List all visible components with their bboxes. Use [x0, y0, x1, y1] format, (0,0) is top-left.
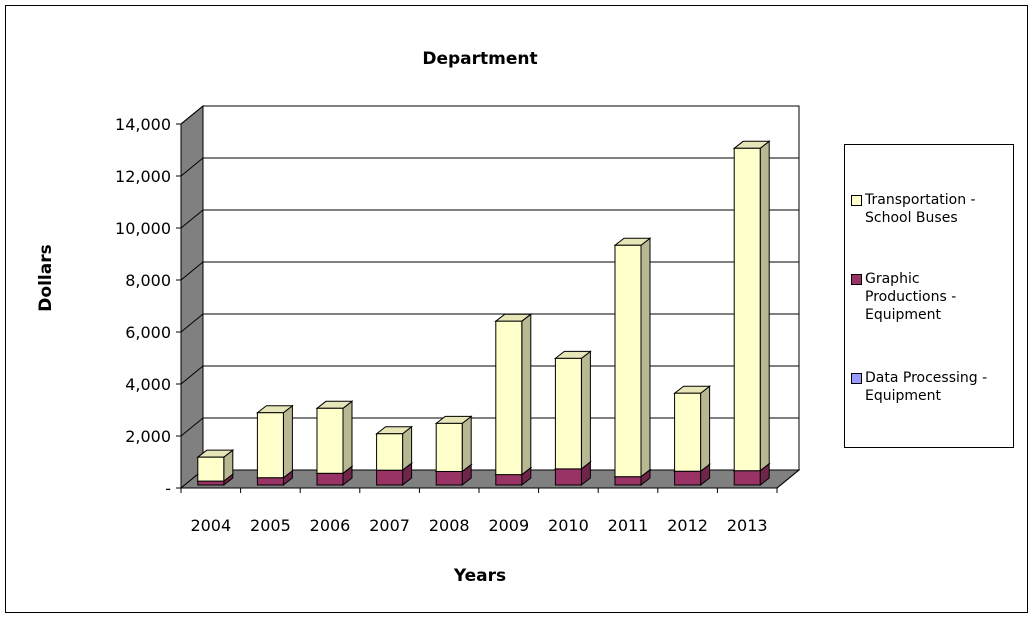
y-tick-label: 12,000	[115, 167, 171, 186]
legend-item-graphic: Graphic Productions - Equipment	[851, 270, 1000, 324]
legend-label-data-processing-2: Equipment	[865, 388, 941, 404]
legend-item-transportation: Transportation - School Buses	[851, 191, 1000, 227]
bar-side	[461, 415, 472, 473]
gridline-side	[180, 313, 204, 333]
legend-label-graphic-2: Productions -	[865, 289, 957, 305]
bar	[614, 476, 642, 486]
chart-title: Department	[422, 49, 537, 69]
chart-plot: - 2,000 4,000 6,000 8,000 10,000 12,000 14,000 2…	[36, 49, 801, 586]
bar	[376, 433, 404, 471]
y-tick-label: 8,000	[125, 271, 171, 290]
bar	[435, 422, 463, 472]
bar-side	[342, 400, 353, 475]
x-tick-label: 2013	[727, 516, 768, 535]
gridline-side	[180, 417, 204, 437]
bar	[376, 469, 404, 486]
bar-side	[640, 237, 651, 478]
bar	[197, 456, 225, 482]
y-tick-label: 4,000	[125, 375, 171, 394]
bar	[495, 320, 523, 476]
legend-label-transportation-2: School Buses	[865, 210, 958, 226]
x-tick-label: 2009	[488, 516, 529, 535]
bar	[316, 407, 344, 474]
x-tick-label: 2012	[667, 516, 708, 535]
x-tick-label: 2004	[190, 516, 231, 535]
y-axis-label: Dollars	[36, 244, 56, 311]
gridline-side	[180, 105, 204, 125]
legend-label-transportation-1: Transportation -	[865, 192, 976, 208]
gridline-side	[180, 365, 204, 385]
y-tick-label: 2,000	[125, 427, 171, 446]
y-tick-label: 6,000	[125, 323, 171, 342]
gridline-side	[180, 209, 204, 229]
legend: Transportation - School Buses Graphic Pr…	[844, 144, 1014, 448]
chart-frame: - 2,000 4,000 6,000 8,000 10,000 12,000 14,000 2…	[5, 5, 1028, 613]
side-wall	[180, 104, 204, 490]
bar-side	[282, 404, 293, 479]
y-tick-label: -	[165, 479, 171, 498]
x-tick-label: 2006	[310, 516, 351, 535]
x-axis-depth-line	[776, 469, 800, 489]
x-tick-label: 2011	[608, 516, 649, 535]
y-tick-label: 10,000	[115, 219, 171, 238]
legend-label-data-processing-1: Data Processing -	[865, 370, 988, 386]
legend-item-data-processing: Data Processing - Equipment	[851, 369, 1000, 405]
x-tick-label: 2007	[369, 516, 410, 535]
bar	[614, 244, 642, 478]
legend-label-graphic-3: Equipment	[865, 307, 941, 323]
bar	[674, 392, 702, 472]
bar	[316, 472, 344, 486]
bar	[674, 470, 702, 486]
bar	[495, 474, 523, 486]
bar	[197, 480, 225, 486]
bar	[554, 468, 582, 486]
x-axis-label: Years	[453, 566, 506, 586]
x-tick-label: 2005	[250, 516, 291, 535]
x-tick-label: 2008	[429, 516, 470, 535]
bar	[733, 147, 761, 472]
bar	[554, 357, 582, 470]
legend-swatch-data-processing	[851, 373, 862, 384]
bar	[256, 412, 284, 479]
bar	[256, 477, 284, 486]
legend-label-graphic-1: Graphic	[865, 271, 920, 287]
bar	[435, 470, 463, 486]
x-tick-label: 2010	[548, 516, 589, 535]
legend-swatch-graphic	[851, 274, 862, 285]
y-tick-label: 14,000	[115, 115, 171, 134]
legend-swatch-transportation	[851, 195, 862, 206]
bar-side	[580, 350, 591, 470]
bar-side	[521, 313, 532, 476]
bar-side	[700, 385, 711, 473]
gridline-side	[180, 261, 204, 281]
bar	[733, 470, 761, 486]
bar-side	[759, 140, 770, 472]
gridline-side	[180, 157, 204, 177]
